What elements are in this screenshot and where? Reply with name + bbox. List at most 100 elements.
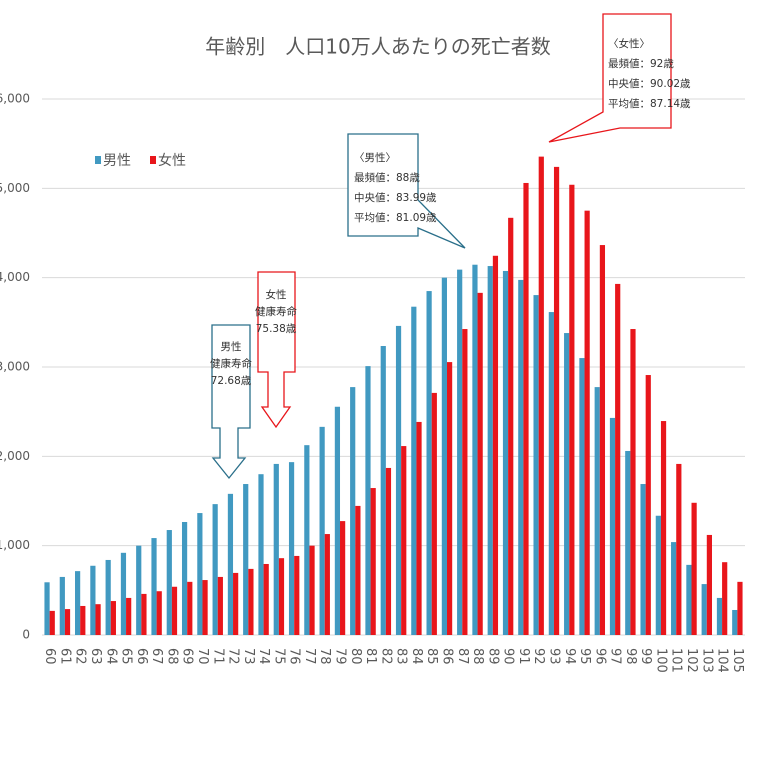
- x-tick-label: 99: [638, 648, 653, 665]
- callout: [548, 13, 672, 143]
- x-tick-label: 104: [715, 648, 730, 673]
- bar: [609, 417, 616, 635]
- x-tick-label: 94: [562, 648, 577, 665]
- bar: [615, 283, 621, 635]
- bar: [716, 597, 723, 635]
- bar: [370, 488, 376, 635]
- x-tick-label: 75: [271, 648, 286, 665]
- bar: [136, 545, 142, 635]
- bar: [477, 292, 483, 635]
- x-tick-label: 81: [363, 648, 378, 665]
- bar: [502, 270, 509, 635]
- x-tick-label: 85: [424, 648, 439, 665]
- x-tick-label: 103: [699, 648, 714, 673]
- x-tick-label: 98: [623, 648, 638, 665]
- bar: [309, 545, 315, 635]
- x-tick-label: 66: [134, 648, 149, 665]
- x-tick-label: 68: [164, 648, 179, 665]
- annotation-text: 最頻値：88歳: [354, 171, 420, 184]
- bar: [640, 484, 646, 635]
- bar: [59, 576, 65, 635]
- bar: [706, 534, 712, 635]
- x-tick-label: 63: [88, 648, 103, 665]
- bar: [181, 521, 188, 635]
- x-tick-label: 101: [669, 648, 684, 673]
- bar: [365, 366, 371, 635]
- bar: [395, 325, 402, 635]
- bar: [472, 264, 478, 635]
- bar: [645, 375, 651, 635]
- x-tick-label: 96: [592, 648, 607, 665]
- bar: [564, 333, 570, 635]
- bar: [248, 568, 254, 635]
- annotation-text: 女性: [266, 288, 287, 301]
- x-tick-label: 64: [103, 648, 118, 665]
- x-tick-label: 86: [439, 648, 454, 665]
- x-tick-label: 70: [195, 648, 210, 665]
- bar: [110, 601, 116, 635]
- bar: [233, 572, 239, 635]
- x-tick-label: 91: [516, 648, 531, 665]
- x-tick-label: 84: [409, 648, 424, 665]
- x-tick-label: 90: [501, 648, 516, 665]
- bar: [630, 329, 636, 635]
- annotation-text: 男性: [221, 340, 242, 353]
- bar: [508, 217, 514, 635]
- bar: [722, 562, 728, 635]
- bar: [676, 463, 682, 635]
- y-tick-label: 5,000: [0, 181, 30, 195]
- bar: [217, 576, 223, 635]
- bar: [44, 582, 50, 635]
- bar: [80, 605, 86, 635]
- bar: [584, 210, 590, 635]
- annotation-text: 72.68歳: [211, 375, 252, 387]
- bar: [197, 513, 203, 635]
- x-tick-label: 102: [684, 648, 699, 673]
- callout: [211, 324, 251, 480]
- bar: [538, 156, 544, 635]
- bar: [187, 581, 193, 635]
- bar: [625, 450, 631, 635]
- y-tick-label: 6,000: [0, 92, 30, 106]
- bar: [579, 358, 585, 635]
- bar: [258, 474, 264, 635]
- bar: [340, 521, 346, 635]
- chart-title: 年齢別 人口10万人あたりの死亡者数: [205, 35, 550, 59]
- bar: [660, 421, 667, 635]
- annotation-text: 健康寿命: [255, 305, 297, 318]
- bar: [671, 542, 677, 635]
- y-tick-label: 3,000: [0, 360, 30, 374]
- bar: [569, 184, 575, 635]
- x-tick-label: 78: [317, 648, 332, 665]
- bar: [401, 446, 407, 635]
- x-tick-label: 76: [287, 648, 302, 665]
- x-tick-label: 95: [577, 648, 592, 665]
- bar: [487, 266, 493, 635]
- bar: [548, 312, 554, 635]
- annotation-text: 健康寿命: [210, 357, 252, 370]
- bar: [431, 392, 437, 635]
- bar: [105, 559, 111, 635]
- bar: [380, 346, 386, 635]
- bar: [441, 277, 447, 635]
- callout: [257, 271, 296, 429]
- bar: [533, 295, 539, 635]
- bar: [385, 467, 392, 635]
- bar: [273, 463, 279, 635]
- x-tick-label: 88: [470, 648, 485, 665]
- bar: [64, 609, 71, 635]
- bar: [701, 584, 707, 635]
- x-tick-label: 83: [394, 648, 409, 665]
- bar: [416, 421, 422, 635]
- bar: [141, 593, 147, 635]
- annotation-text: 中央値：83.99歳: [354, 191, 437, 204]
- legend-label: 女性: [158, 152, 186, 169]
- bar: [686, 564, 692, 635]
- x-tick-label: 82: [378, 648, 393, 665]
- bar: [151, 538, 157, 635]
- y-tick-label: 1,000: [0, 538, 30, 552]
- x-tick-label: 79: [333, 648, 348, 665]
- bar: [691, 502, 697, 635]
- bar: [156, 591, 162, 635]
- bar: [523, 182, 529, 635]
